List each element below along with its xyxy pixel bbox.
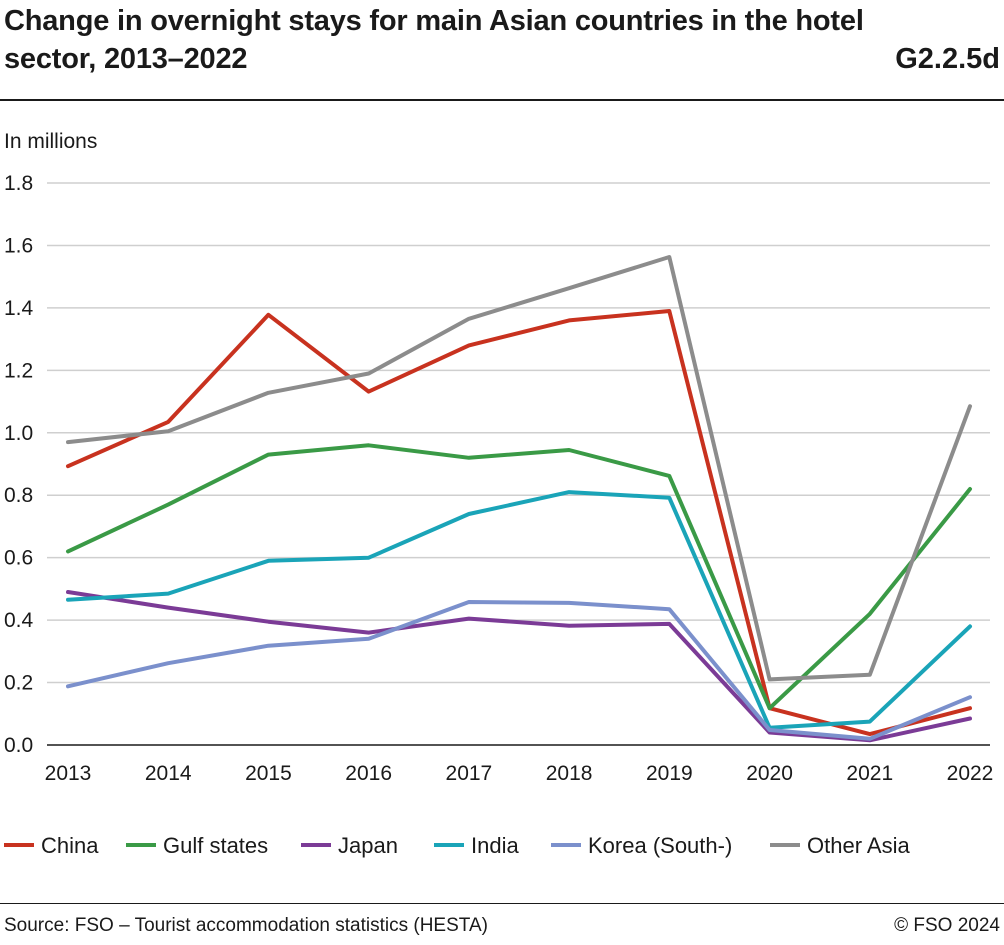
source-note: Source: FSO – Tourist accommodation stat…: [4, 915, 488, 936]
x-tick-label: 2021: [846, 762, 893, 785]
series-lines: [66, 255, 972, 743]
y-tick-labels: 0.0 0.2 0.4 0.6 0.8 1.0 1.2 1.4 1.6 1.8: [4, 172, 34, 757]
line-chart: In millions 0.0 0.2 0.4 0.6 0.8 1.0 1.2 1.4 1.6 1…: [4, 130, 994, 858]
x-tick-label: 2015: [245, 762, 292, 785]
y-tick-label: 0.8: [4, 484, 33, 507]
x-tick-label: 2013: [45, 762, 92, 785]
y-axis-label: In millions: [4, 130, 97, 153]
legend-label: Korea (South-): [588, 833, 732, 858]
y-tick-label: 1.0: [4, 422, 33, 445]
series-line-korea-south: [66, 600, 972, 741]
y-tick-label: 1.6: [4, 234, 33, 257]
x-tick-labels: 2013 2014 2015 2016 2017 2018 2019 2020 2021 2022: [45, 762, 994, 785]
legend: China Gulf states Japan India Korea (South-)…: [4, 833, 910, 858]
series-line-china: [66, 309, 972, 737]
x-tick-label: 2022: [947, 762, 994, 785]
x-tick-label: 2017: [446, 762, 493, 785]
copyright: © FSO 2024: [894, 915, 1000, 936]
chart-code: G2.2.5d: [895, 43, 1000, 75]
series-line-other-asia: [66, 255, 972, 682]
legend-label: Japan: [338, 833, 398, 858]
y-tick-label: 0.2: [4, 672, 33, 695]
x-tick-label: 2020: [746, 762, 793, 785]
legend-label: India: [471, 833, 519, 858]
y-tick-label: 0.4: [4, 609, 34, 632]
series-line-india: [66, 490, 972, 730]
page-title: Change in overnight stays for main Asian…: [4, 5, 864, 75]
x-tick-label: 2018: [546, 762, 593, 785]
y-tick-label: 1.4: [4, 297, 34, 320]
y-tick-label: 1.2: [4, 359, 33, 382]
header-divider: [0, 99, 1004, 101]
y-tick-label: 1.8: [4, 172, 33, 195]
series-line-japan: [66, 590, 972, 743]
y-tick-label: 0.6: [4, 547, 33, 570]
grid-lines: [47, 182, 990, 746]
x-tick-label: 2014: [145, 762, 192, 785]
footer-divider: [0, 903, 1004, 904]
legend-label: Gulf states: [163, 833, 268, 858]
legend-label: Other Asia: [807, 833, 910, 858]
y-tick-label: 0.0: [4, 734, 33, 757]
x-tick-label: 2016: [345, 762, 392, 785]
x-tick-label: 2019: [646, 762, 693, 785]
series-line-gulf-states: [66, 443, 972, 711]
legend-label: China: [41, 833, 99, 858]
